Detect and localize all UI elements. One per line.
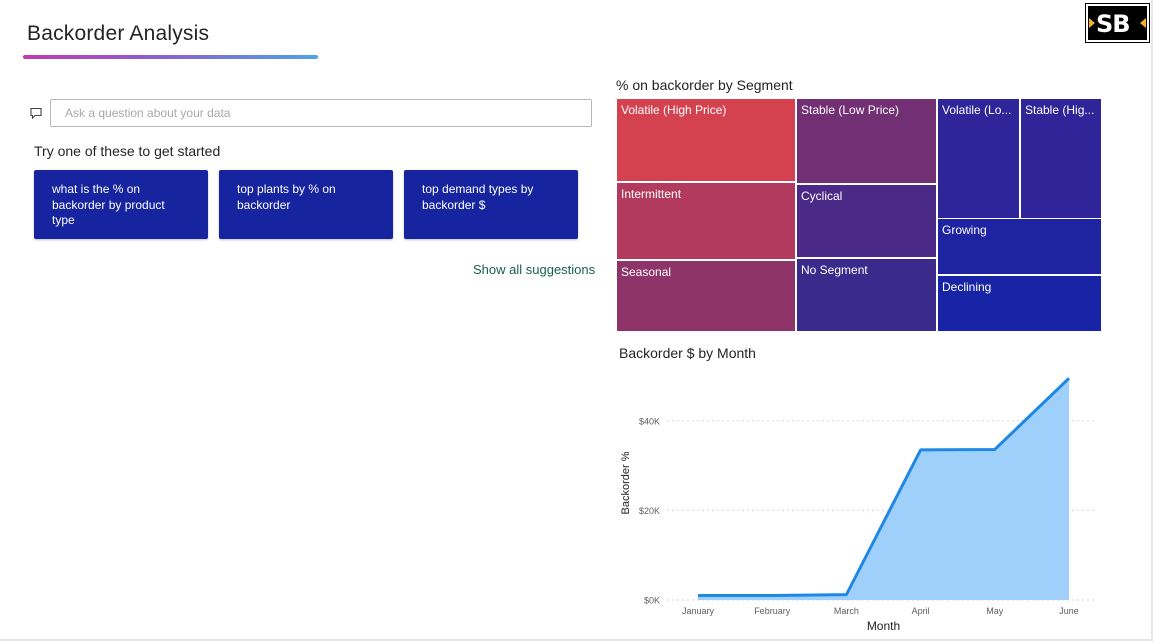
treemap-tile-declining[interactable]: Declining [937,275,1102,332]
tile-label: Intermittent [621,187,682,201]
tile-label: Declining [942,280,992,294]
logo-text: SB [1096,10,1131,38]
treemap-tile-seasonal[interactable]: Seasonal [616,260,796,332]
qa-question-input[interactable] [50,99,592,127]
y-tick-label: $40K [639,416,660,426]
logo-right-triangle [1140,18,1146,28]
treemap-tile-volatile-high[interactable]: Volatile (High Price) [616,98,796,182]
y-axis-label: Backorder % [620,451,632,514]
treemap-tile-no-segment[interactable]: No Segment [796,258,937,332]
suggestion-button-product-type[interactable]: what is the % on backorder by product ty… [34,170,208,239]
treemap-tile-stable-high[interactable]: Stable (Hig... [1020,98,1102,220]
tile-label: Stable (Hig... [1025,103,1095,117]
treemap-tile-cyclical[interactable]: Cyclical [796,184,937,258]
x-tick-label: June [1059,606,1079,616]
qa-prompt: Try one of these to get started [34,143,221,159]
tile-label: Volatile (High Price) [621,103,727,117]
show-all-suggestions-link[interactable]: Show all suggestions [473,262,596,277]
x-tick-label: January [682,606,715,616]
page-title: Backorder Analysis [27,22,210,45]
area-fill [698,378,1069,600]
tile-label: Stable (Low Price) [801,103,900,117]
x-tick-label: March [834,606,859,616]
sb-logo: SB [1085,3,1150,43]
x-axis-label: Month [867,619,900,633]
tile-label: Growing [942,223,987,237]
tile-label: Cyclical [801,189,843,203]
tile-label: No Segment [801,263,868,277]
y-tick-label: $20K [639,506,660,516]
treemap-tile-intermittent[interactable]: Intermittent [616,182,796,260]
y-tick-label: $0K [644,596,660,606]
treemap-tile-volatile-low[interactable]: Volatile (Lo... [937,98,1020,220]
treemap-tile-stable-low[interactable]: Stable (Low Price) [796,98,937,184]
series-line [698,377,1071,598]
x-tick-label: February [754,606,791,616]
treemap-tile-growing[interactable]: Growing [937,218,1102,275]
x-tick-label: April [912,606,930,616]
logo-left-triangle [1089,18,1095,28]
area-chart-title: Backorder $ by Month [619,345,756,361]
treemap-title: % on backorder by Segment [616,77,793,93]
tile-label: Seasonal [621,265,672,279]
x-tick-label: May [986,606,1004,616]
backorder-area-chart: $0K $20K $40K January February March April May J… [620,377,1097,633]
title-underline [23,55,318,59]
suggestion-button-demand-types[interactable]: top demand types by backorder $ [404,170,578,239]
chat-icon [30,107,42,120]
tile-label: Volatile (Lo... [942,103,1012,117]
segment-treemap: Volatile (High Price) Intermittent Seaso… [616,98,1102,332]
suggestion-button-top-plants[interactable]: top plants by % on backorder [219,170,393,239]
